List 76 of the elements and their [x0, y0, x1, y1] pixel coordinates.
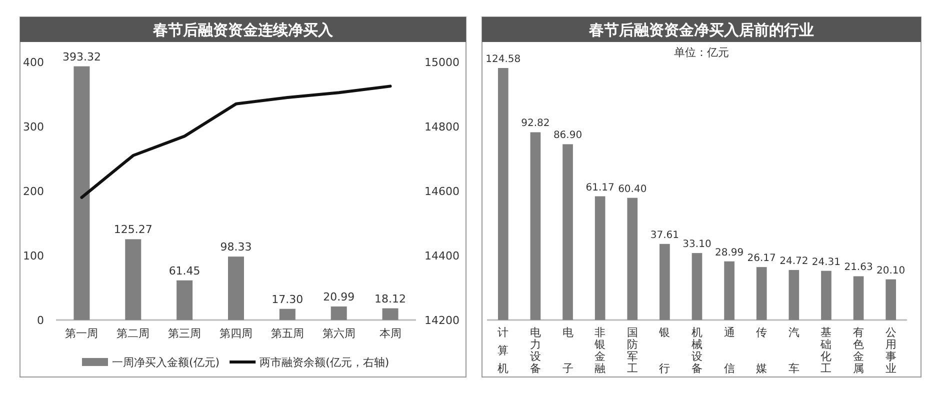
data-label: 28.99 [714, 247, 744, 258]
bar [853, 276, 864, 320]
y-tick-label: 300 [23, 120, 44, 134]
legend-label: 两市融资余额(亿元，右轴) [260, 356, 390, 369]
bar [228, 256, 244, 320]
x-tick-label: 公用事业 [885, 326, 896, 375]
data-label: 20.10 [876, 265, 906, 276]
x-tick-label: 有色金属 [853, 326, 864, 375]
x-tick-label: 计算机 [498, 326, 509, 375]
bar [821, 270, 832, 320]
data-label: 21.63 [844, 262, 873, 274]
data-label: 20.99 [323, 290, 355, 304]
bar [724, 261, 734, 320]
data-label: 125.27 [114, 223, 152, 236]
data-label: 98.33 [220, 240, 252, 254]
x-tick-label: 本周 [379, 327, 402, 340]
x-tick-label: 机械设备 [692, 326, 702, 375]
y2-tick-label: 15000 [424, 56, 460, 69]
bar [562, 144, 573, 320]
x-tick-label: 第六周 [322, 327, 356, 340]
data-label: 17.30 [272, 292, 304, 306]
y2-tick-label: 14200 [424, 314, 460, 327]
y-tick-label: 400 [23, 56, 44, 69]
data-label: 60.40 [618, 184, 647, 195]
data-label: 24.31 [812, 256, 841, 268]
y2-tick-label: 14400 [424, 250, 460, 262]
category-label: 汽车 [788, 326, 800, 375]
bar [594, 196, 606, 320]
bar [382, 308, 398, 320]
data-label: 24.72 [780, 256, 808, 267]
bar [788, 270, 800, 320]
data-label: 26.17 [747, 253, 776, 264]
bar [660, 244, 670, 320]
data-label: 124.58 [486, 54, 521, 65]
y-tick-label: 200 [23, 185, 44, 198]
bar [125, 239, 142, 320]
data-label: 61.45 [168, 264, 200, 278]
line-series [80, 84, 392, 199]
x-tick-label: 基础化工 [820, 326, 832, 375]
bar [498, 68, 508, 320]
category-label: 电子 [562, 326, 574, 375]
text: 单位：亿元 [674, 46, 729, 59]
data-label: 37.61 [650, 230, 680, 241]
legend-label: 一周净买入金额(亿元) [112, 356, 220, 369]
x-tick-label: 非银金融 [594, 326, 606, 375]
data-label: 393.32 [62, 50, 101, 64]
category-label: 通信 [724, 326, 735, 375]
bar [756, 267, 767, 320]
bar [74, 66, 90, 320]
bar [530, 132, 541, 320]
bar [279, 308, 296, 320]
x-tick-label: 第三周 [168, 327, 202, 340]
x-tick-label: 电力设备 [530, 326, 541, 375]
x-tick-label: 第二周 [116, 327, 150, 340]
y2-tick-label: 14800 [424, 120, 460, 134]
chart-title: 春节后融资资金净买入居前的行业 [588, 21, 814, 39]
category-label: 银行 [659, 326, 670, 375]
x-tick-label: 第一周 [65, 327, 98, 340]
x-tick-label: 第五周 [270, 327, 304, 340]
bar [627, 198, 638, 320]
data-label: 33.10 [682, 239, 712, 250]
data-label: 18.12 [374, 292, 406, 306]
bar [886, 279, 896, 320]
chart-title: 春节后融资资金连续净买入 [152, 21, 334, 39]
y2-tick-label: 14600 [424, 185, 460, 198]
y-tick-label: 100 [23, 250, 44, 262]
x-tick-label: 国防军工 [626, 326, 638, 375]
data-label: 61.17 [586, 182, 614, 194]
data-label: 92.82 [521, 118, 550, 130]
bar [692, 253, 702, 320]
bar [176, 280, 193, 320]
data-label: 86.90 [553, 130, 582, 142]
category-label: 传媒 [756, 326, 768, 375]
x-tick-label: 第四周 [220, 327, 252, 340]
y-tick-label: 0 [37, 314, 44, 327]
bar [330, 306, 347, 320]
